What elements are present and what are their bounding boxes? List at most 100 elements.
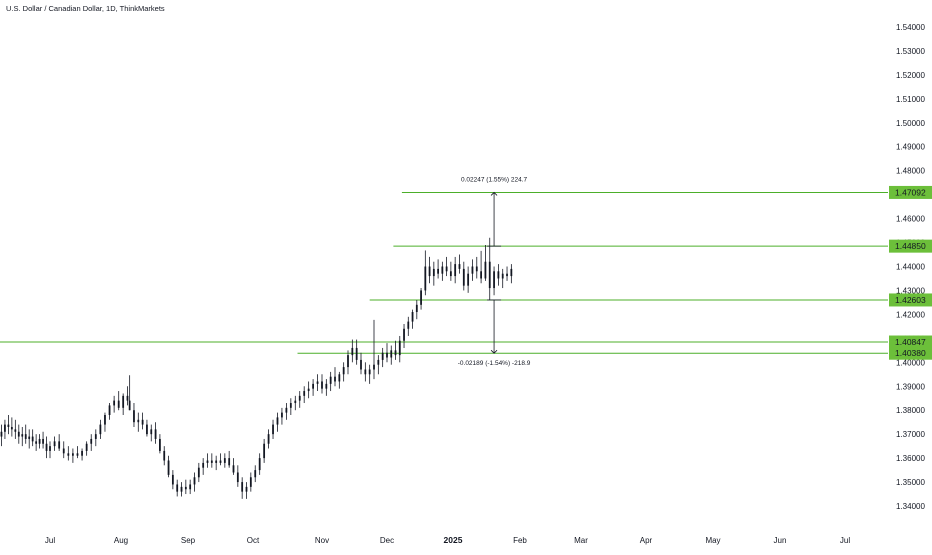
- x-tick-label: Feb: [513, 536, 527, 545]
- candle-body: [122, 395, 125, 408]
- candle-body: [159, 438, 161, 451]
- x-tick-label: May: [705, 536, 720, 545]
- candle-body: [441, 266, 444, 274]
- candle-body: [360, 359, 362, 370]
- y-tick-label: 1.36000: [896, 454, 925, 463]
- candle-body: [432, 268, 435, 277]
- candle-body: [249, 477, 252, 487]
- x-tick-label: Jul: [45, 536, 55, 545]
- candle-body: [303, 391, 306, 396]
- candle-body: [189, 484, 192, 490]
- candle-body: [403, 328, 405, 341]
- candle-body: [180, 486, 183, 492]
- candle-body: [232, 465, 235, 473]
- candle-body: [94, 434, 97, 439]
- candle-body: [193, 477, 196, 485]
- measure-arrow-head: [490, 191, 498, 196]
- candle-body: [289, 403, 292, 408]
- candle-body: [141, 419, 144, 425]
- candle-body: [31, 436, 34, 442]
- measure-label: 0.02247 (1.55%) 224.7: [461, 176, 528, 183]
- measure-label: -0.02189 (-1.54%) -218.9: [458, 360, 531, 367]
- x-tick-label: Mar: [574, 536, 588, 545]
- candle-body: [49, 446, 51, 451]
- candle-body: [415, 304, 418, 313]
- candle-body: [202, 462, 205, 468]
- candle-body: [510, 268, 513, 277]
- candle-body: [467, 273, 470, 286]
- candle-body: [449, 271, 452, 277]
- candle-body: [445, 266, 448, 272]
- y-tick-label: 1.43000: [896, 286, 925, 295]
- candle-body: [424, 266, 427, 291]
- y-tick-label: 1.38000: [896, 406, 925, 415]
- candle-body: [254, 470, 257, 478]
- candle-body: [420, 290, 422, 305]
- price-badge-label: 1.40380: [895, 348, 926, 358]
- price-badge-label: 1.44850: [895, 241, 926, 251]
- candle-body: [76, 453, 79, 456]
- candle-body: [113, 400, 116, 406]
- candle-body: [24, 434, 27, 439]
- candle-body: [347, 355, 349, 368]
- price-badge: [889, 335, 932, 349]
- candle-body: [17, 431, 20, 437]
- candle-body: [62, 448, 65, 454]
- candle-body: [99, 424, 102, 435]
- candle-body: [428, 266, 431, 277]
- x-tick-label: 2025: [444, 535, 463, 545]
- price-badge: [889, 346, 932, 360]
- candle-body: [28, 436, 31, 439]
- x-tick-label: Apr: [640, 536, 653, 545]
- candle-body: [475, 266, 478, 272]
- y-tick-label: 1.48000: [896, 167, 925, 176]
- candle-body: [228, 458, 231, 466]
- price-badge: [889, 239, 932, 253]
- candle-body: [241, 482, 244, 492]
- candle-body: [471, 266, 474, 274]
- candle-body: [398, 340, 401, 356]
- candle-body: [197, 467, 200, 478]
- candle-body: [150, 429, 153, 435]
- candle-body: [386, 352, 388, 358]
- x-tick-label: Dec: [380, 536, 394, 545]
- candle-body: [184, 486, 187, 490]
- candle-body: [163, 450, 166, 461]
- y-tick-label: 1.40000: [896, 358, 925, 367]
- candle-body: [338, 374, 341, 382]
- candle-body: [316, 381, 319, 384]
- candle-body: [58, 441, 61, 449]
- candle-body: [307, 388, 310, 392]
- candle-body: [85, 443, 88, 451]
- y-tick-label: 1.37000: [896, 430, 925, 439]
- candle-body: [167, 460, 170, 475]
- candle-body: [501, 273, 504, 279]
- candle-body: [81, 450, 83, 456]
- candle-body: [285, 407, 288, 413]
- y-tick-label: 1.49000: [896, 143, 925, 152]
- x-tick-label: Nov: [315, 536, 329, 545]
- candle-body: [355, 347, 358, 360]
- candle-body: [45, 443, 48, 451]
- candle-body: [276, 417, 279, 425]
- candle-body: [329, 376, 332, 384]
- price-badge: [889, 185, 932, 199]
- y-tick-label: 1.51000: [896, 95, 925, 104]
- y-tick-label: 1.52000: [896, 71, 925, 80]
- y-tick-label: 1.39000: [896, 382, 925, 391]
- candle-body: [176, 484, 179, 492]
- candle-body: [133, 410, 135, 423]
- candle-body: [210, 460, 213, 463]
- candle-body: [14, 429, 17, 432]
- candle-body: [488, 261, 491, 289]
- candle-body: [325, 383, 328, 389]
- y-tick-label: 1.46000: [896, 215, 925, 224]
- candle-body: [117, 400, 120, 408]
- y-tick-label: 1.34000: [896, 502, 925, 511]
- candle-body: [480, 271, 482, 279]
- chart-title: U.S. Dollar / Canadian Dollar, 1D, Think…: [6, 4, 165, 13]
- x-tick-label: Oct: [247, 536, 260, 545]
- candle-body: [334, 376, 336, 382]
